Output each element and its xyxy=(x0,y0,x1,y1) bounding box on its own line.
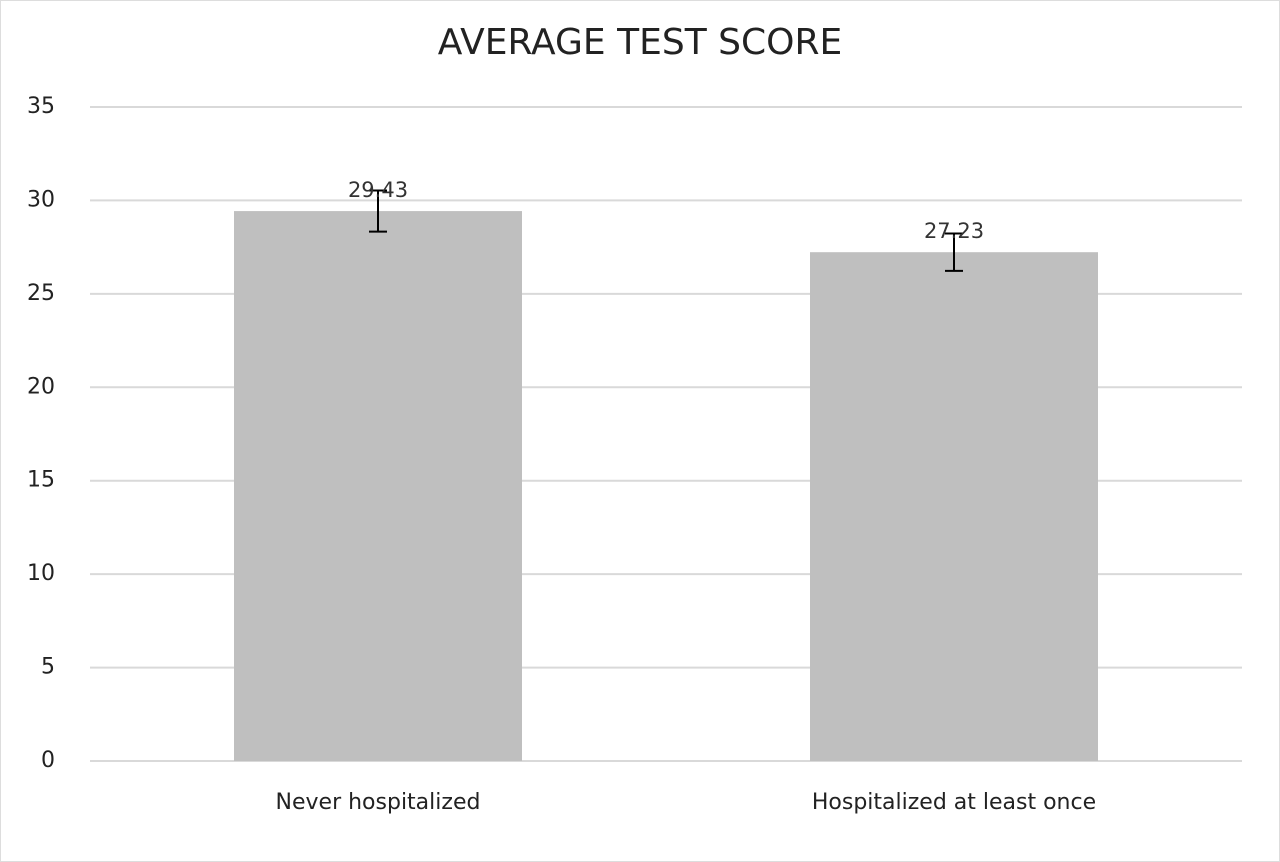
bar xyxy=(810,252,1098,762)
y-tick-label: 10 xyxy=(27,561,55,586)
chart-title: AVERAGE TEST SCORE xyxy=(438,22,842,63)
y-tick-label: 30 xyxy=(27,187,55,212)
error-bar xyxy=(945,232,963,272)
data-label: 29.43 xyxy=(348,178,408,202)
x-tick-label: Hospitalized at least once xyxy=(812,790,1096,815)
y-tick-label: 0 xyxy=(41,748,55,773)
error-bar xyxy=(369,189,387,233)
y-tick-label: 20 xyxy=(27,374,55,399)
x-tick-label: Never hospitalized xyxy=(276,790,481,815)
y-tick-label: 25 xyxy=(27,281,55,306)
data-label: 27.23 xyxy=(924,219,984,243)
y-tick-label: 5 xyxy=(41,655,55,680)
y-tick-label: 15 xyxy=(27,468,55,493)
bar xyxy=(234,211,522,762)
y-tick-label: 35 xyxy=(27,94,55,119)
